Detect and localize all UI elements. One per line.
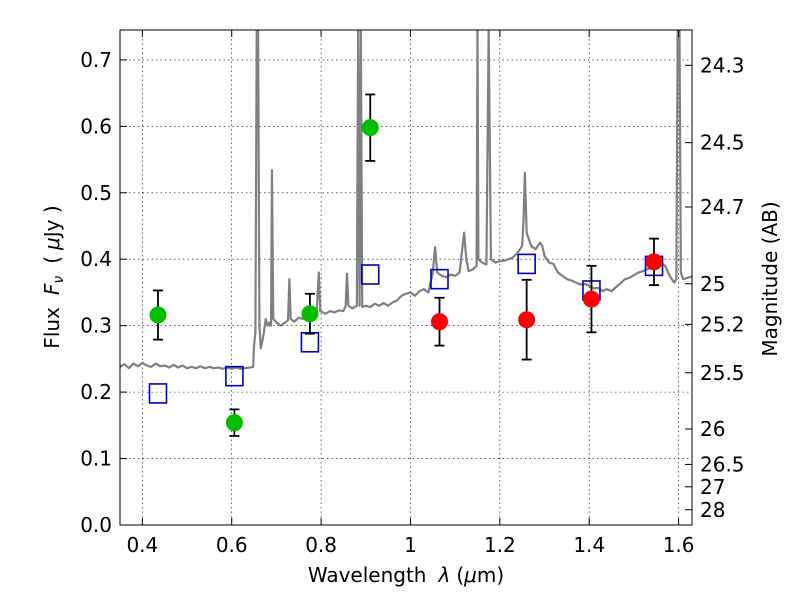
observed-flux-point xyxy=(361,119,379,137)
y-tick-label: 0.2 xyxy=(80,380,112,404)
y2-tick-label: 28 xyxy=(700,498,725,522)
x-tick-label: 0.8 xyxy=(305,533,337,557)
model-photometry-square xyxy=(360,264,380,285)
observed-flux-point xyxy=(301,305,319,323)
model-photometry-square xyxy=(517,253,536,275)
observed-flux-point xyxy=(645,253,663,271)
y-tick-label: 0.1 xyxy=(80,447,112,471)
plot-frame xyxy=(119,29,693,526)
model-photometry-square xyxy=(225,365,244,387)
y-tick-label: 0.6 xyxy=(80,114,112,138)
y2-tick-label: 27 xyxy=(700,475,725,499)
model-photometry-square xyxy=(430,268,449,290)
y2-tick-label: 26.5 xyxy=(700,452,745,476)
observed-flux-point xyxy=(431,313,449,331)
x-tick-label: 1.6 xyxy=(663,533,695,557)
observed-flux-point xyxy=(582,290,600,308)
y-tick-label: 0.7 xyxy=(80,48,112,72)
grid xyxy=(120,30,692,526)
y2-tick-label: 24.5 xyxy=(700,131,745,155)
model-spectrum-line xyxy=(120,30,692,370)
observed-flux-point xyxy=(149,306,167,324)
x-tick-label: 1 xyxy=(404,533,417,557)
model-photometry-square xyxy=(300,331,320,353)
observed-flux-point xyxy=(225,414,243,432)
x-tick-label: 1.2 xyxy=(484,533,516,557)
axes-ticks: 0.4 0.6 0.8 1 1.2 1.4 1.6 0.0 0.1 0.2 0.3 0.4 0.5 0.6… xyxy=(80,30,745,557)
y2-tick-label: 24.7 xyxy=(700,195,745,219)
x-tick-label: 0.4 xyxy=(126,533,158,557)
x-tick-label: 0.6 xyxy=(216,533,248,557)
y-tick-label: 0.0 xyxy=(80,513,112,537)
y2-tick-label: 26 xyxy=(700,417,725,441)
y-tick-label: 0.4 xyxy=(80,247,112,271)
y2-axis-label: Magnitude (AB) xyxy=(758,201,782,356)
observed-flux-point xyxy=(518,311,536,329)
y2-tick-label: 24.3 xyxy=(700,53,745,77)
y2-tick-label: 25.2 xyxy=(700,312,745,336)
y-axis-label: FluxFν(μJy ) xyxy=(40,205,67,348)
model-photometry-square xyxy=(148,383,168,404)
x-axis-label: Wavelength λ (μm) xyxy=(308,563,504,587)
x-tick-label: 1.4 xyxy=(573,533,605,557)
y-tick-label: 0.5 xyxy=(80,181,112,205)
plot-clipped-group xyxy=(120,30,692,437)
plot-area xyxy=(120,30,692,437)
y2-tick-label: 25.5 xyxy=(700,361,745,385)
y-tick-label: 0.3 xyxy=(80,314,112,338)
y2-tick-label: 25 xyxy=(700,272,725,296)
